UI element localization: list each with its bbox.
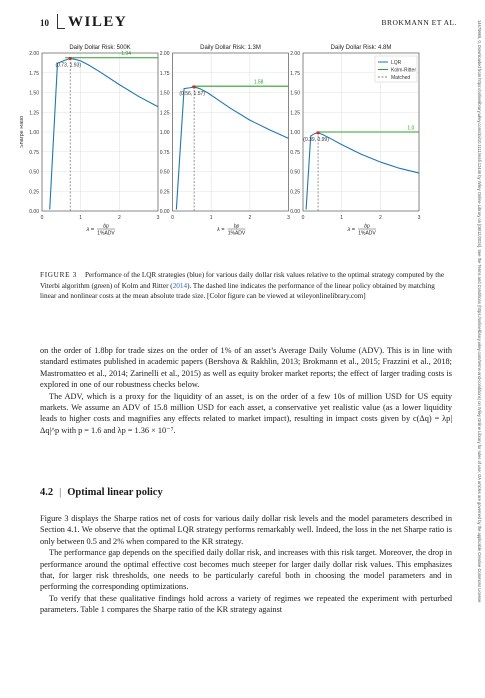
y-tick-label: 1.00 — [290, 130, 300, 136]
matched-point-marker — [192, 85, 196, 89]
y-tick-label: 2.00 — [29, 51, 39, 57]
figure-3-charts: 0.000.250.500.751.001.251.501.752.000 1 2 3… — [20, 45, 421, 237]
legend-label: Kolm-Ritter — [391, 67, 416, 73]
paragraph-2: The ADV, which is a proxy for the liquid… — [40, 391, 452, 435]
y-tick-label: 0.75 — [290, 150, 300, 156]
chart-panel-3: 0.00 0.25 0.50 0.75 1.00 1.25 1.50 1.75 2.00 0 1 2 3… — [290, 45, 420, 237]
x-axis-label-denominator: 1%ADV — [228, 231, 246, 237]
figure-caption: FIGURE 3 Performance of the LQR strategie… — [40, 270, 452, 302]
x-axis-label-numerator: bp — [234, 224, 240, 230]
x-tick-label: 0 — [41, 215, 44, 221]
y-tick-label: 1.00 — [160, 130, 170, 136]
matched-point-marker — [316, 131, 320, 135]
y-tick-label: 1.25 — [290, 110, 300, 116]
y-tick-label: 2.00 — [290, 51, 300, 57]
side-note-text: 14679965, 0, Downloaded from https://onl… — [477, 20, 482, 603]
y-tick-label: 0.00 — [29, 209, 39, 215]
y-tick-label: 1.50 — [160, 91, 170, 97]
x-tick-label: 2 — [379, 215, 382, 221]
running-head: BROKMANN ET AL. — [381, 18, 457, 27]
legend-label: LQR — [391, 60, 402, 66]
y-tick-label: 0.50 — [29, 170, 39, 176]
y-axis-label: Sharpe Ratio — [20, 116, 25, 148]
x-tick-label: 2 — [118, 215, 121, 221]
publisher-logo: WILEY — [68, 14, 128, 30]
y-tick-label: 0.00 — [290, 209, 300, 215]
caption-text-before: Performance of the LQR strategies (blue)… — [40, 271, 445, 290]
x-axis-label-denominator: 1%ADV — [358, 231, 376, 237]
y-tick-label: 1.50 — [290, 91, 300, 97]
x-tick-label: 1 — [210, 215, 213, 221]
paragraph-5: To verify that these qualitative finding… — [40, 593, 452, 615]
section-number: 4.2 — [40, 487, 54, 498]
y-tick-label: 1.25 — [29, 110, 39, 116]
x-tick-label: 3 — [287, 215, 290, 221]
y-tick-label: 1.50 — [29, 91, 39, 97]
x-tick-label: 1 — [340, 215, 343, 221]
x-axis-label-lambda: λ = — [216, 227, 225, 233]
paragraph-3: Figure 3 displays the Sharpe ratios net … — [40, 514, 452, 546]
download-side-note: 14679965, 0, Downloaded from https://onl… — [472, 20, 484, 690]
x-tick-label: 0 — [171, 215, 174, 221]
caption-text-after: ). The dashed line indicates the perform… — [40, 281, 435, 301]
page-number: 10 — [40, 18, 49, 28]
header-divider — [57, 14, 58, 28]
y-tick-label: 1.75 — [160, 71, 170, 77]
y-tick-label: 0.75 — [29, 150, 39, 156]
plot-frame — [172, 52, 289, 212]
y-tick-label: 2.00 — [160, 51, 170, 57]
series-line-lqr — [49, 57, 159, 210]
paragraph-4: The performance gap depends on the speci… — [40, 548, 452, 592]
chart-panel-2: 0.00 0.25 0.50 0.75 1.00 1.25 1.50 1.75 2.00 0 1 2 3… — [160, 45, 290, 237]
y-tick-label: 0.50 — [160, 170, 170, 176]
plot-frame — [41, 52, 159, 212]
x-tick-label: 3 — [157, 215, 160, 221]
x-tick-label: 2 — [248, 215, 251, 221]
y-tick-label: 1.25 — [160, 110, 170, 116]
page-header: 10 WILEY BROKMANN ET AL. — [40, 14, 465, 32]
chart-panel-1: 0.00 0.25 0.50 0.75 1.00 1.25 1.50 1.75 2.00 0 1 2 3… — [20, 45, 160, 237]
y-tick-label: 1.75 — [29, 71, 39, 77]
chart-title: Daily Dollar Risk: 500K — [69, 45, 130, 51]
section-title: Optimal linear policy — [67, 487, 163, 498]
chart-title: Daily Dollar Risk: 1.3M — [200, 45, 261, 51]
kr-value-label: 1.58 — [254, 80, 264, 86]
x-tick-label: 0 — [302, 215, 305, 221]
series-line-lqr — [305, 132, 420, 210]
caption-label: FIGURE 3 — [40, 271, 77, 279]
x-axis-label-numerator: bp — [364, 224, 370, 230]
x-axis-label-lambda: λ = — [86, 227, 95, 233]
series-line-lqr — [175, 86, 289, 210]
chart-title: Daily Dollar Risk: 4.8M — [331, 45, 392, 51]
x-tick-label: 3 — [418, 215, 421, 221]
legend-label: Matched — [391, 75, 410, 81]
kr-value-label: 1.0 — [407, 126, 414, 132]
body-text-bottom: Figure 3 displays the Sharpe ratios net … — [40, 513, 452, 616]
x-axis-label-denominator: 1%ADV — [97, 231, 115, 237]
matched-point-marker — [68, 56, 72, 61]
x-tick-label: 1 — [79, 215, 82, 221]
caption-citation-link[interactable]: 2014 — [172, 281, 188, 290]
y-tick-label: 1.00 — [29, 130, 39, 136]
peak-annotation: (0.56, 1.57) — [179, 91, 205, 97]
x-axis-label-numerator: bp — [103, 224, 109, 230]
body-text-top: on the order of 1.8bp for trade sizes on… — [40, 345, 452, 436]
peak-annotation: (0.73, 1.93) — [55, 63, 81, 69]
y-tick-label: 1.75 — [290, 71, 300, 77]
y-tick-label: 0.25 — [160, 189, 170, 195]
header-divider-foot — [57, 28, 65, 29]
kr-value-label: 1.94 — [121, 51, 131, 57]
peak-annotation: (0.39, 0.99) — [303, 137, 329, 143]
section-heading: 4.2 | Optimal linear policy — [40, 487, 163, 498]
x-axis-label-lambda: λ = — [347, 227, 356, 233]
y-tick-label: 0.25 — [29, 189, 39, 195]
y-tick-label: 0.25 — [290, 189, 300, 195]
y-tick-label: 0.00 — [160, 209, 170, 215]
y-tick-label: 0.50 — [290, 170, 300, 176]
y-tick-label: 0.75 — [160, 150, 170, 156]
paragraph-1: on the order of 1.8bp for trade sizes on… — [40, 346, 452, 390]
